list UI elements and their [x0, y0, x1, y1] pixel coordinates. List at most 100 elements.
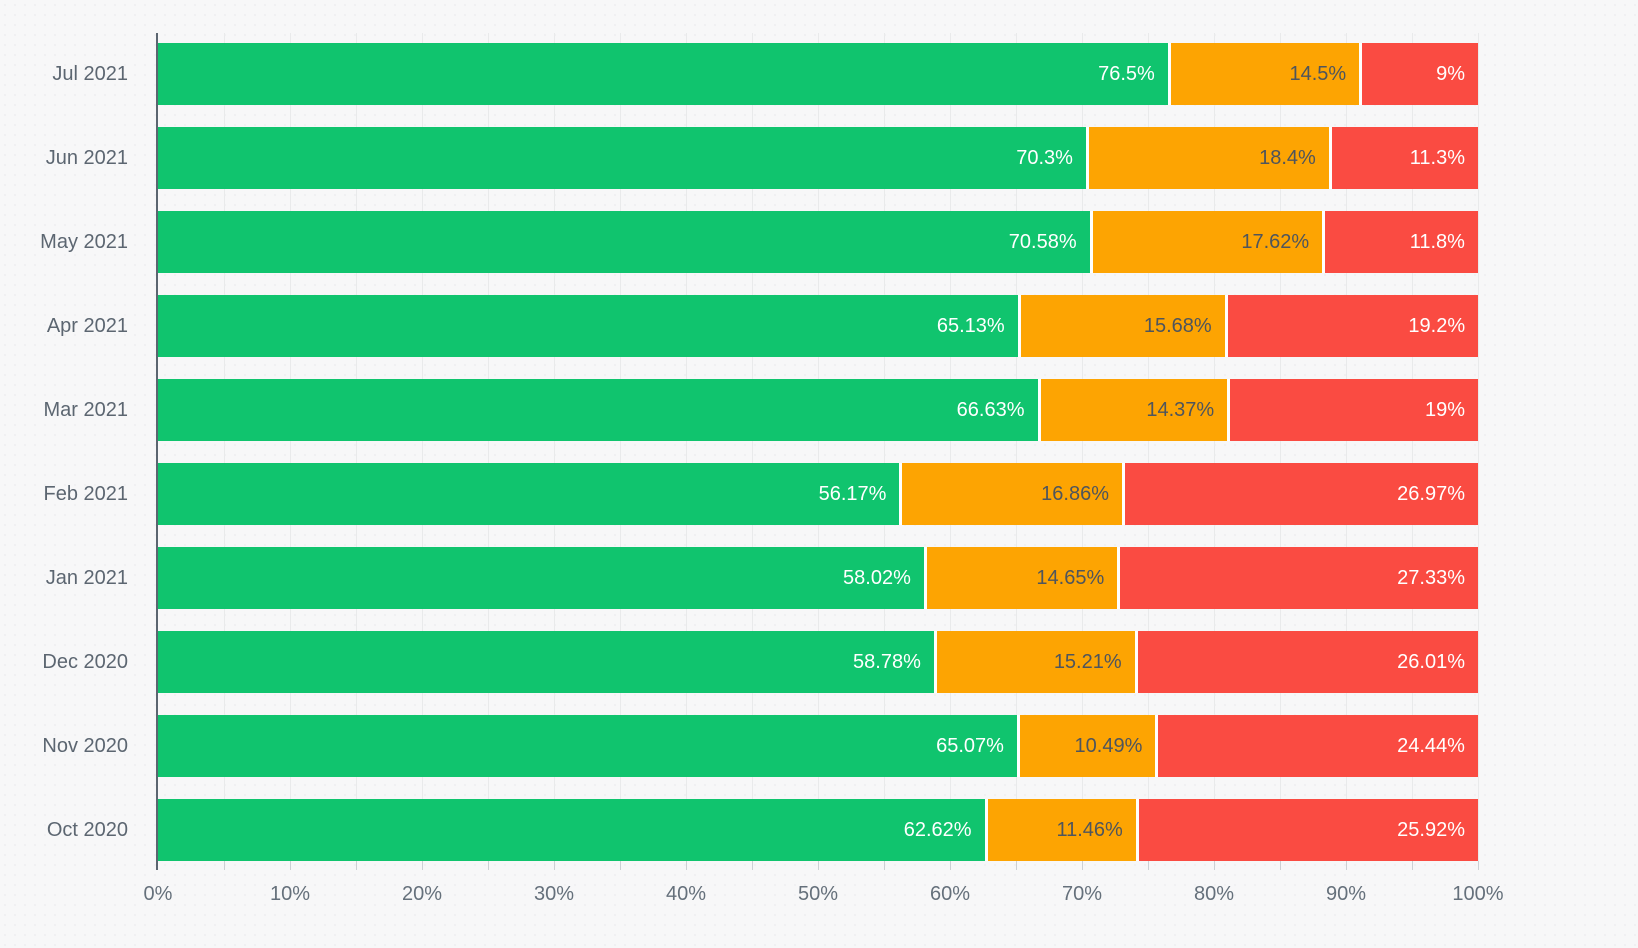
gridline	[488, 33, 489, 861]
gridline	[1280, 33, 1281, 861]
axis-tick-label: 90%	[1325, 883, 1367, 905]
axis-tick-label: 20%	[401, 883, 443, 905]
axis-tick-label: 0%	[143, 883, 173, 905]
category-label: Feb 2021	[43, 483, 128, 505]
gridline	[620, 33, 621, 861]
axis-tick	[950, 861, 951, 870]
bar-value-label: 18.4%	[1259, 147, 1316, 169]
bar-value-label: 66.63%	[956, 399, 1025, 421]
gridline	[290, 33, 291, 861]
bar-segment-red: 11.3%	[1328, 127, 1478, 189]
bar-value-label: 11.8%	[1409, 231, 1465, 253]
bar-segment-red: 19.2%	[1224, 295, 1478, 357]
bar-row: 66.63% 14.37% 19%	[158, 379, 1478, 441]
gridline	[686, 33, 687, 861]
category-label: Apr 2021	[46, 315, 128, 337]
axis-tick-label: 80%	[1193, 883, 1235, 905]
plot-area: 76.5% 14.5% 9% 70.3% 18.4% 11.3% 70.58% 17.62% 1…	[156, 33, 1479, 870]
bar-row: 70.3% 18.4% 11.3%	[158, 127, 1478, 189]
gridline	[1346, 33, 1347, 861]
category-label: Jul 2021	[52, 63, 128, 85]
axis-tick-label: 40%	[665, 883, 707, 905]
axis-tick	[1016, 861, 1017, 870]
bar-value-label: 11.46%	[1056, 819, 1123, 841]
bar-segment-red: 9%	[1359, 43, 1478, 105]
bar-segment-green: 62.62%	[158, 799, 985, 861]
bar-segment-orange: 14.5%	[1167, 43, 1360, 105]
bar-segment-orange: 18.4%	[1085, 127, 1329, 189]
axis-tick-label: 70%	[1061, 883, 1103, 905]
bar-segment-orange: 17.62%	[1089, 211, 1323, 273]
bar-segment-green: 56.17%	[158, 463, 900, 525]
axis-tick	[818, 861, 819, 870]
bar-value-label: 70.58%	[1008, 231, 1077, 253]
x-axis-tick-labels: 0% 10% 20% 30% 40% 50% 60% 70% 80% 90% 100%	[144, 881, 1504, 907]
bar-segment-red: 25.92%	[1135, 799, 1478, 861]
bar-value-label: 15.68%	[1143, 315, 1212, 337]
bar-segment-green: 65.07%	[158, 715, 1017, 777]
bar-value-label: 16.86%	[1041, 483, 1109, 505]
bar-value-label: 26.01%	[1397, 651, 1465, 673]
category-label: Oct 2020	[46, 819, 128, 841]
axis-tick-label: 60%	[929, 883, 971, 905]
axis-tick	[686, 861, 687, 870]
bar-value-label: 70.3%	[1016, 147, 1073, 169]
bar-value-label: 24.44%	[1397, 735, 1465, 757]
category-label: Jan 2021	[45, 567, 128, 589]
axis-tick	[356, 861, 357, 870]
gridline	[1148, 33, 1149, 861]
axis-tick	[554, 861, 555, 870]
gridline	[752, 33, 753, 861]
bar-segment-green: 76.5%	[158, 43, 1168, 105]
axis-tick	[224, 861, 225, 870]
bar-value-label: 62.62%	[903, 819, 972, 841]
gridline	[356, 33, 357, 861]
bar-segment-red: 19%	[1227, 379, 1478, 441]
axis-tick	[488, 861, 489, 870]
axis-tick-label: 100%	[1452, 883, 1504, 905]
bar-segment-orange: 16.86%	[899, 463, 1122, 525]
axis-tick	[1478, 861, 1479, 870]
axis-tick	[1214, 861, 1215, 870]
bar-segment-red: 24.44%	[1155, 715, 1478, 777]
bar-value-label: 9%	[1436, 63, 1465, 85]
gridline	[950, 33, 951, 861]
gridline	[1214, 33, 1215, 861]
bar-segment-orange: 14.37%	[1037, 379, 1228, 441]
bar-segment-green: 65.13%	[158, 295, 1018, 357]
bar-segment-green: 70.3%	[158, 127, 1086, 189]
bar-row: 65.07% 10.49% 24.44%	[158, 715, 1478, 777]
axis-tick	[1412, 861, 1413, 870]
gridline	[1016, 33, 1017, 861]
bar-value-label: 65.13%	[936, 315, 1005, 337]
bar-value-label: 65.07%	[936, 735, 1004, 757]
gridline	[1478, 33, 1479, 861]
axis-tick-label: 10%	[269, 883, 311, 905]
axis-tick	[290, 861, 291, 870]
bar-value-label: 14.65%	[1036, 567, 1105, 589]
bar-value-label: 25.92%	[1397, 819, 1465, 841]
gridline	[818, 33, 819, 861]
gridline	[224, 33, 225, 861]
bar-row: 58.02% 14.65% 27.33%	[158, 547, 1478, 609]
bar-segment-red: 26.97%	[1121, 463, 1478, 525]
bar-segment-orange: 10.49%	[1016, 715, 1156, 777]
bar-row: 65.13% 15.68% 19.2%	[158, 295, 1478, 357]
bar-value-label: 15.21%	[1053, 651, 1122, 673]
y-axis-line	[156, 33, 158, 870]
category-label: Nov 2020	[42, 735, 128, 757]
axis-tick	[422, 861, 423, 870]
bar-row: 56.17% 16.86% 26.97%	[158, 463, 1478, 525]
axis-tick	[1082, 861, 1083, 870]
bar-value-label: 17.62%	[1241, 231, 1310, 253]
y-axis-category-labels: Jul 2021 Jun 2021 May 2021 Apr 2021 Mar 2021…	[0, 33, 128, 861]
category-label: Jun 2021	[45, 147, 128, 169]
axis-tick	[1346, 861, 1347, 870]
axis-tick-label: 50%	[797, 883, 839, 905]
bar-segment-green: 58.02%	[158, 547, 924, 609]
gridline	[422, 33, 423, 861]
bar-value-label: 14.37%	[1146, 399, 1215, 421]
bar-segment-orange: 15.68%	[1017, 295, 1225, 357]
bar-segment-orange: 14.65%	[923, 547, 1118, 609]
